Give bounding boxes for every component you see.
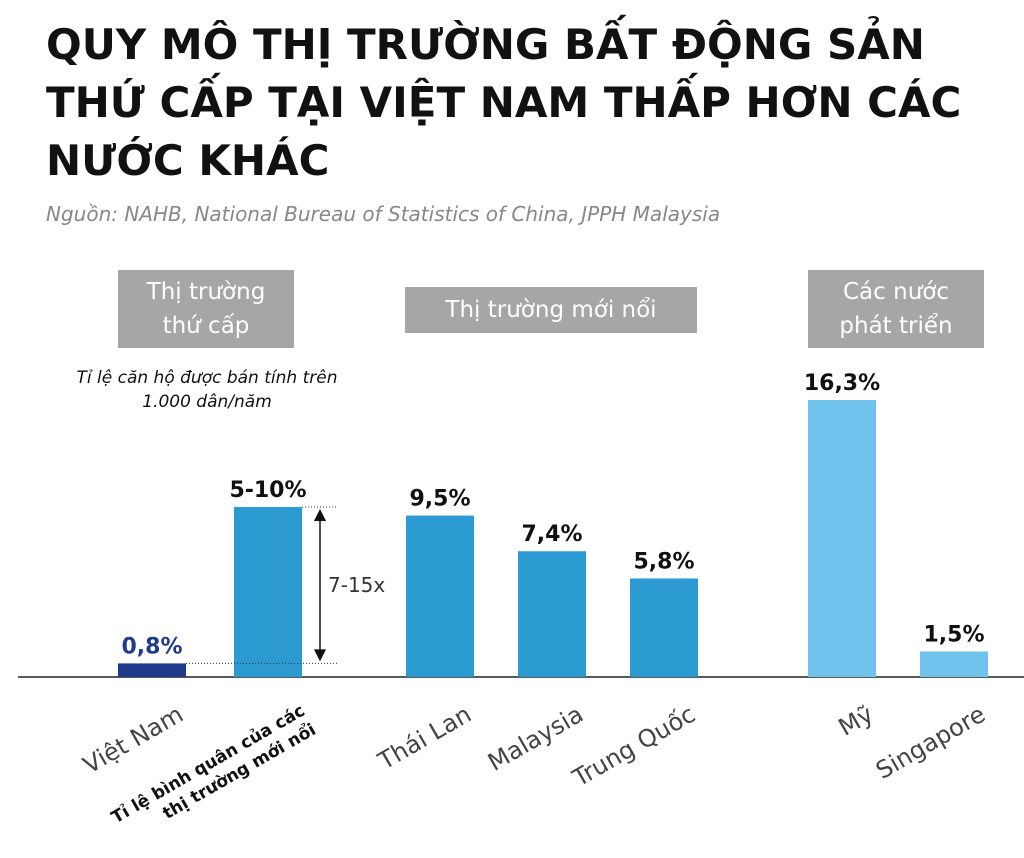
value-label: 1,5% xyxy=(923,623,984,648)
value-label: 7,4% xyxy=(521,522,582,547)
source: Nguồn: NAHB, National Bureau of Statisti… xyxy=(46,202,721,226)
bar xyxy=(808,400,876,677)
bar xyxy=(630,578,698,677)
note: Tỉ lệ căn hộ được bán tính trên 1.000 dâ… xyxy=(76,368,338,412)
bar xyxy=(406,515,474,677)
bar xyxy=(920,651,988,677)
value-label: 0,8% xyxy=(121,634,182,659)
value-label: 5-10% xyxy=(229,478,306,503)
bar xyxy=(234,507,302,677)
arrow-head xyxy=(314,649,326,662)
chart-title: QUY MÔ THỊ TRƯỜNG BẤT ĐỘNG SẢN THỨ CẤP T… xyxy=(46,20,962,185)
annotation: 7-15x xyxy=(328,573,385,597)
group-label: Thị trường thứ cấp xyxy=(118,270,294,348)
bar xyxy=(118,663,186,677)
value-label: 16,3% xyxy=(804,371,880,396)
arrow-head xyxy=(314,509,326,522)
group-label: Thị trường mới nổi xyxy=(405,287,697,333)
bar xyxy=(518,551,586,677)
value-label: 9,5% xyxy=(409,487,470,512)
value-label: 5,8% xyxy=(633,549,694,574)
group-label: Các nước phát triển xyxy=(808,270,984,348)
